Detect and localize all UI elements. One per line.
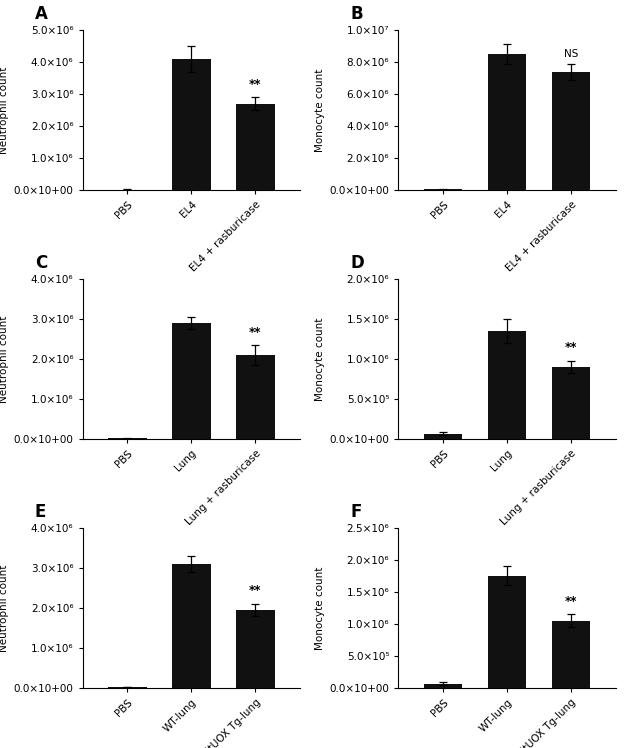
- Text: **: **: [565, 341, 577, 355]
- Bar: [108, 189, 147, 191]
- Bar: [552, 621, 591, 688]
- Y-axis label: Neutrophil count: Neutrophil count: [0, 564, 10, 652]
- Bar: [552, 72, 591, 191]
- Y-axis label: Monocyte count: Monocyte count: [315, 69, 325, 152]
- Text: A: A: [35, 5, 48, 23]
- Text: E: E: [35, 503, 46, 521]
- Y-axis label: Monocyte count: Monocyte count: [315, 317, 325, 401]
- Y-axis label: Neutrophil count: Neutrophil count: [0, 67, 10, 154]
- Y-axis label: Monocyte count: Monocyte count: [315, 566, 325, 649]
- Bar: [108, 687, 147, 688]
- Text: **: **: [249, 584, 262, 598]
- Bar: [424, 434, 462, 439]
- Y-axis label: Neutrophil count: Neutrophil count: [0, 316, 10, 402]
- Bar: [488, 576, 526, 688]
- Bar: [172, 323, 211, 439]
- Bar: [236, 610, 275, 688]
- Text: **: **: [565, 595, 577, 608]
- Bar: [172, 564, 211, 688]
- Text: **: **: [249, 78, 262, 91]
- Text: F: F: [351, 503, 362, 521]
- Bar: [488, 331, 526, 439]
- Bar: [236, 355, 275, 439]
- Text: B: B: [351, 5, 363, 23]
- Bar: [108, 438, 147, 439]
- Bar: [424, 684, 462, 688]
- Text: D: D: [351, 254, 364, 272]
- Bar: [552, 367, 591, 439]
- Text: NS: NS: [564, 49, 578, 59]
- Text: **: **: [249, 325, 262, 339]
- Bar: [236, 104, 275, 191]
- Bar: [172, 59, 211, 191]
- Bar: [488, 54, 526, 191]
- Bar: [424, 189, 462, 191]
- Text: C: C: [35, 254, 47, 272]
